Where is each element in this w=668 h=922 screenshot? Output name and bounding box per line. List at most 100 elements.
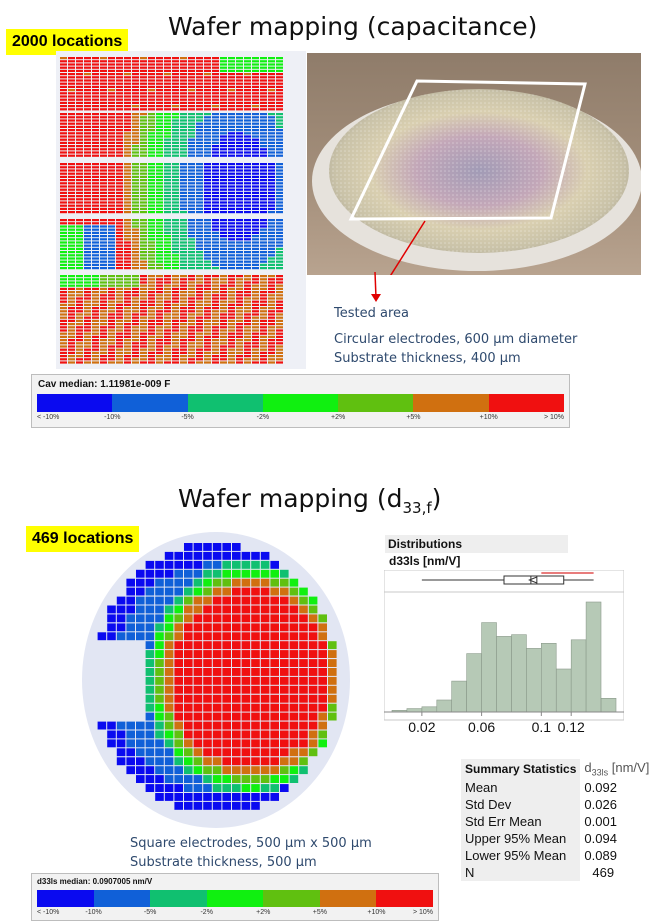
capacitance-cell [268, 335, 275, 338]
capacitance-cell [220, 188, 227, 191]
capacitance-cell [164, 198, 171, 201]
d33-cell [270, 712, 279, 721]
capacitance-cell [244, 297, 251, 300]
capacitance-cell [148, 92, 155, 95]
capacitance-cell [148, 348, 155, 351]
capacitance-cell [172, 129, 179, 132]
summary-row: Lower 95% Mean 0.089 [461, 846, 653, 864]
capacitance-cell [116, 222, 123, 225]
capacitance-cell [100, 105, 107, 108]
capacitance-cell [68, 291, 75, 294]
capacitance-cell [172, 291, 179, 294]
d33-cell [164, 685, 174, 694]
capacitance-cell [132, 342, 139, 345]
capacitance-cell [100, 179, 107, 182]
d33-cell [280, 712, 289, 721]
capacitance-cell [188, 251, 195, 254]
capacitance-cell [244, 148, 251, 151]
capacitance-cell [124, 345, 131, 348]
capacitance-cell [180, 291, 187, 294]
d33-cell [222, 543, 231, 551]
summary-row: Std Dev 0.026 [461, 795, 653, 813]
capacitance-cell [132, 116, 139, 119]
capacitance-cell [236, 307, 243, 310]
capacitance-cell [140, 207, 147, 210]
capacitance-cell [92, 358, 99, 361]
capacitance-cell [68, 284, 75, 287]
capacitance-cell [156, 263, 163, 266]
capacitance-cell [196, 310, 203, 313]
capacitance-cell [268, 235, 275, 238]
capacitance-cell [140, 89, 147, 92]
capacitance-cell [268, 105, 275, 108]
capacitance-cell [220, 241, 227, 244]
capacitance-cell [276, 166, 283, 169]
colorbar-segment [319, 890, 377, 907]
capacitance-cell [124, 66, 131, 69]
capacitance-cell [196, 225, 203, 228]
capacitance-cell [188, 281, 195, 284]
capacitance-cell [260, 179, 267, 182]
capacitance-cell [92, 231, 99, 234]
capacitance-cell [236, 263, 243, 266]
capacitance-cell [140, 179, 147, 182]
d33-cell [308, 641, 318, 650]
capacitance-cell [132, 66, 139, 69]
capacitance-cell [108, 251, 115, 254]
capacitance-cell [132, 188, 139, 191]
d33-cell [289, 623, 299, 632]
summary-row-value: 0.089 [584, 847, 617, 863]
capacitance-cell [76, 294, 83, 297]
d33-wafer-map [82, 532, 350, 828]
d33-cell [232, 578, 241, 587]
colorbar-tick-label: -10% [85, 909, 102, 916]
capacitance-cell [228, 300, 235, 303]
capacitance-cell [156, 129, 163, 132]
capacitance-cell [228, 89, 235, 92]
d33-cell [174, 632, 183, 641]
capacitance-cell [260, 119, 267, 122]
d33-cell [328, 703, 337, 712]
capacitance-cell [124, 166, 131, 169]
bottom-colorbar-scale [37, 890, 434, 907]
colorbar-segment [37, 394, 113, 412]
capacitance-cell [100, 92, 107, 95]
capacitance-cell [116, 339, 123, 342]
capacitance-cell [236, 345, 243, 348]
capacitance-cell [156, 125, 163, 128]
capacitance-cell [124, 135, 131, 138]
capacitance-cell [268, 361, 275, 364]
capacitance-cell [180, 169, 187, 172]
capacitance-cell [84, 251, 91, 254]
capacitance-cell [252, 235, 259, 238]
d33-cell [232, 784, 241, 792]
capacitance-cell [148, 132, 155, 135]
capacitance-cell [172, 329, 179, 332]
capacitance-cell [188, 135, 195, 138]
capacitance-cell [60, 63, 67, 66]
capacitance-cell [180, 342, 187, 345]
capacitance-cell [108, 329, 115, 332]
capacitance-cell [236, 73, 243, 76]
histogram-bar [421, 706, 438, 713]
capacitance-cell [244, 188, 251, 191]
capacitance-cell [108, 284, 115, 287]
capacitance-cell [116, 188, 123, 191]
capacitance-cell [244, 247, 251, 250]
capacitance-cell [172, 85, 179, 88]
capacitance-cell [108, 287, 115, 290]
capacitance-cell [156, 326, 163, 329]
capacitance-cell [156, 69, 163, 72]
capacitance-cell [204, 73, 211, 76]
capacitance-cell [116, 135, 123, 138]
capacitance-cell [156, 145, 163, 148]
d33-cell [164, 578, 174, 587]
capacitance-cell [172, 297, 179, 300]
capacitance-cell [252, 238, 259, 241]
capacitance-cell [84, 307, 91, 310]
capacitance-cell [116, 211, 123, 214]
capacitance-cell [180, 122, 187, 125]
capacitance-cell [148, 188, 155, 191]
capacitance-cell [108, 138, 115, 141]
histogram-bar [511, 634, 527, 713]
